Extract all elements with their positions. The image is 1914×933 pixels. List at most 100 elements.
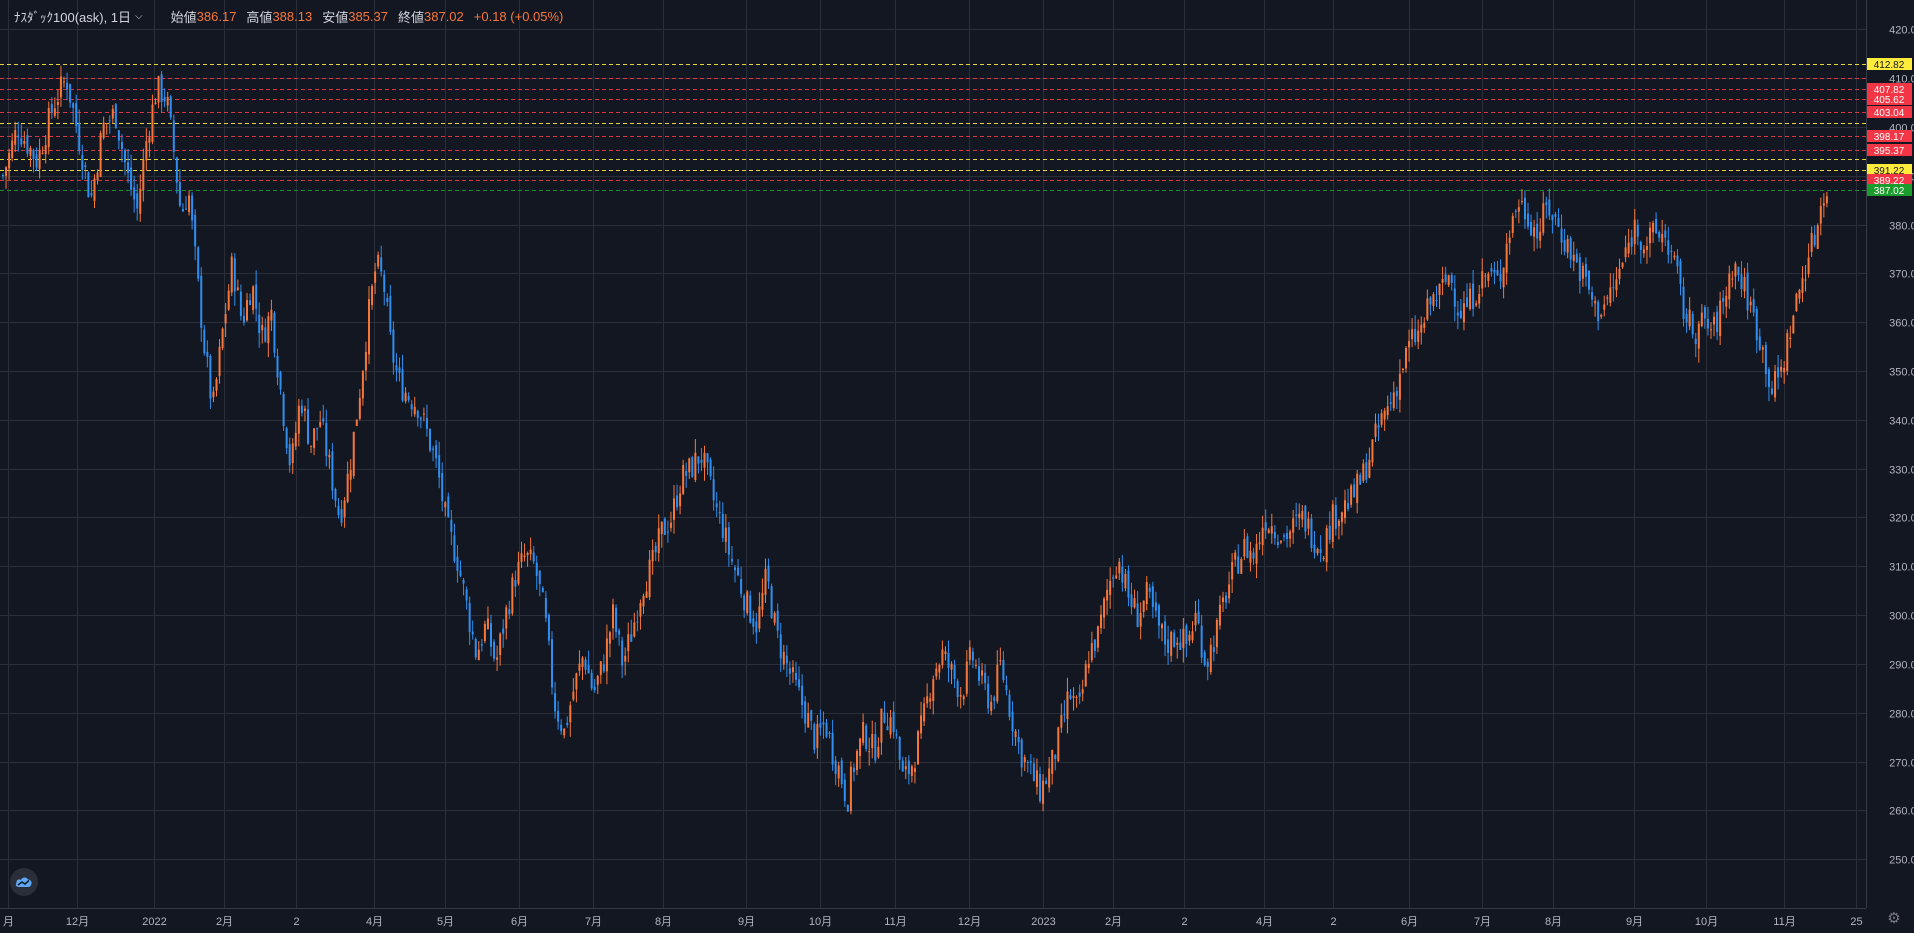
candle-body — [758, 606, 761, 629]
candle-body — [1060, 715, 1063, 728]
candle-body — [1395, 390, 1398, 397]
candle-body — [892, 711, 895, 732]
tradingview-cloud-icon[interactable] — [10, 868, 38, 896]
candle-body — [831, 732, 834, 765]
candle-body — [1621, 262, 1624, 268]
candle-body — [294, 432, 297, 447]
candle-body — [1157, 605, 1160, 626]
candle-body — [1124, 573, 1127, 589]
candle-body — [947, 652, 950, 668]
candle-body — [1081, 689, 1084, 694]
candle-body — [389, 295, 392, 332]
candle-body — [846, 804, 849, 812]
candle-body — [782, 651, 785, 665]
symbol-label[interactable]: ﾅｽﾀﾞｯｸ100(ask), 1日 — [14, 9, 132, 25]
candle-body — [380, 257, 383, 272]
candle-body — [1356, 473, 1359, 503]
candle-body — [618, 630, 621, 635]
candle-body — [1414, 329, 1417, 343]
candle-body — [1029, 761, 1032, 763]
candle-body — [1758, 336, 1761, 350]
candle-body — [1713, 316, 1716, 325]
candle-body — [737, 567, 740, 576]
candle-body — [1652, 222, 1655, 233]
candle-body — [901, 760, 904, 772]
candle-body — [1420, 324, 1423, 333]
candle-body — [93, 178, 96, 201]
candle-body — [178, 182, 181, 206]
candle-body — [236, 287, 239, 291]
candle-body — [1359, 475, 1362, 485]
candle-body — [1405, 348, 1407, 369]
time-tick-label: 2022 — [142, 916, 166, 928]
candle-body — [541, 587, 544, 593]
candle-body — [139, 188, 142, 214]
candle-body — [776, 610, 779, 631]
candle-body — [1664, 230, 1667, 238]
candle-body — [929, 698, 932, 702]
candle-body — [1182, 628, 1185, 649]
high-label: 高値 — [246, 9, 273, 25]
candle-body — [874, 734, 877, 761]
candle-body — [1441, 278, 1444, 283]
candle-body — [935, 668, 938, 677]
candle-body — [20, 138, 23, 145]
candle-body — [1697, 323, 1700, 349]
candle-body — [1005, 685, 1008, 691]
chevron-down-icon[interactable]: ⌵ — [135, 10, 143, 22]
candle-body — [1798, 289, 1801, 299]
candle-body — [154, 102, 157, 105]
gear-icon[interactable]: ⚙ — [1887, 910, 1901, 927]
candle-body — [349, 470, 352, 480]
candle-body — [1042, 780, 1045, 804]
candle-body — [1188, 634, 1191, 641]
candle-body — [325, 422, 328, 457]
price-level-label: 395.37 — [1874, 146, 1905, 157]
candle-body — [965, 661, 968, 694]
time-axis[interactable]: 月 12月 2022 2月 2 4月 5月 6月 7月 8月 9月 10月 11月 12月 2023 2月 2 4… — [0, 908, 1866, 929]
candle-body — [114, 104, 117, 128]
candle-body — [29, 147, 32, 156]
candle-body — [1139, 612, 1142, 627]
price-tick-label: 330.00 — [1889, 465, 1914, 477]
candle-body — [1691, 313, 1694, 335]
candle-body — [218, 346, 221, 377]
candle-body — [1011, 711, 1014, 732]
candle-body — [401, 369, 404, 401]
candle-body — [822, 722, 825, 725]
candle-body — [41, 152, 44, 154]
candle-body — [859, 738, 862, 757]
candle-body — [352, 431, 355, 477]
candle-body — [1581, 265, 1584, 279]
candle-body — [300, 405, 303, 414]
candle-body — [282, 393, 285, 427]
candle-body — [200, 275, 203, 328]
candle-body — [453, 535, 456, 562]
candle-body — [1682, 286, 1685, 319]
candle-body — [1112, 577, 1115, 579]
candle-body — [136, 193, 139, 209]
candle-body — [608, 632, 611, 644]
candle-body — [798, 679, 801, 688]
price-level-badge — [1867, 144, 1912, 156]
candle-body — [904, 766, 907, 770]
candle-body — [316, 427, 319, 430]
candle-body — [1575, 253, 1578, 263]
candle-body — [1618, 268, 1621, 279]
candle-body — [1673, 255, 1676, 258]
candle-body — [1039, 773, 1041, 802]
candle-body — [1161, 624, 1163, 629]
candle-body — [700, 459, 703, 463]
candle-body — [813, 724, 816, 750]
candle-body — [1417, 330, 1420, 342]
candle-body — [105, 123, 108, 125]
candle-body — [648, 559, 651, 598]
candle-body — [1289, 531, 1292, 539]
candle-body — [557, 710, 560, 722]
candle-body — [1252, 552, 1255, 559]
candle-body — [1725, 295, 1728, 307]
close-label: 終値 — [397, 9, 424, 25]
candle-body — [1450, 274, 1453, 283]
